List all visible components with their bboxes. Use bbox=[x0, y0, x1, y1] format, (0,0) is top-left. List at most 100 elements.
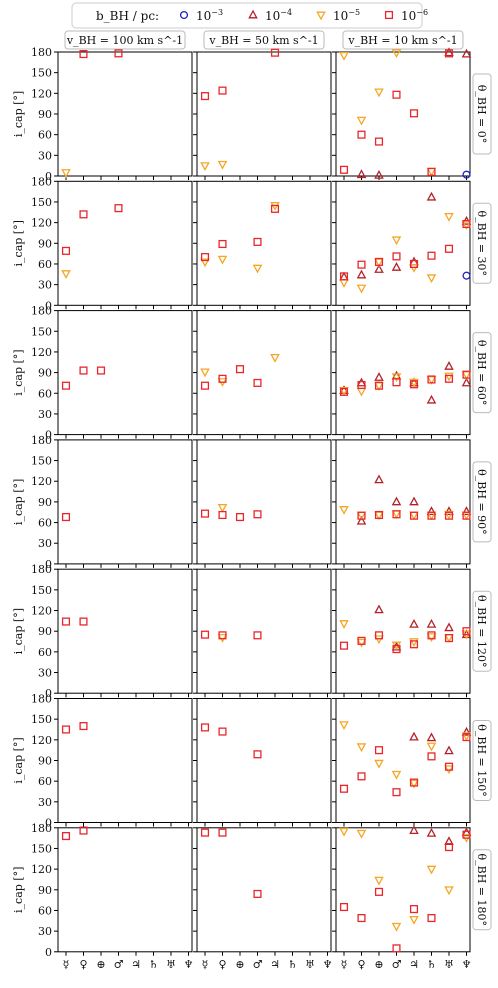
point-1e-6 bbox=[270, 204, 280, 213]
point-1e-6 bbox=[374, 631, 384, 640]
x-tick-label: ☿ bbox=[202, 958, 209, 971]
point-1e-6 bbox=[392, 510, 401, 519]
point-1e-6 bbox=[339, 165, 349, 174]
point-1e-5 bbox=[409, 638, 419, 647]
point-1e-6 bbox=[114, 204, 123, 213]
point-1e-6 bbox=[61, 513, 71, 522]
point-1e-6 bbox=[392, 378, 401, 387]
x-tick-label: ♃ bbox=[131, 958, 141, 971]
x-tick-label: ♄ bbox=[288, 958, 298, 971]
point-1e-6 bbox=[79, 722, 88, 731]
row-label-text-2: θ_BH = 60° bbox=[475, 340, 488, 406]
y-tick-label: 180 bbox=[31, 563, 52, 576]
y-tick-label: 60 bbox=[38, 646, 52, 659]
y-axis-label-1: i_cap [°] bbox=[12, 220, 25, 266]
panel-frame bbox=[335, 180, 471, 306]
y-axis-label-2: i_cap [°] bbox=[12, 349, 25, 395]
x-tick-label: ⊕ bbox=[374, 958, 383, 971]
point-1e-6 bbox=[374, 257, 384, 266]
row-label-1: θ_BH = 30° bbox=[472, 202, 492, 284]
legend-title: b_BH / pc: bbox=[96, 9, 159, 23]
point-1e-5 bbox=[356, 638, 367, 648]
point-1e-6 bbox=[114, 49, 123, 58]
point-1e-6 bbox=[427, 752, 436, 761]
point-1e-5 bbox=[374, 88, 384, 98]
point-1e-6 bbox=[79, 826, 88, 835]
point-1e-6 bbox=[427, 251, 436, 260]
point-1e-5 bbox=[426, 274, 437, 284]
point-1e-4 bbox=[409, 496, 419, 506]
column-header-0: v_BH = 100 km s^-1 bbox=[64, 30, 186, 50]
point-1e-4 bbox=[426, 191, 437, 201]
point-1e-6 bbox=[61, 381, 71, 390]
point-1e-6 bbox=[339, 641, 349, 650]
point-1e-5 bbox=[461, 511, 472, 521]
y-tick-label: 30 bbox=[38, 408, 52, 421]
point-1e-4 bbox=[356, 169, 367, 179]
row-label-4: θ_BH = 120° bbox=[472, 590, 492, 672]
y-tick-label: 120 bbox=[31, 863, 52, 876]
x-tick-label: ⊕ bbox=[96, 958, 105, 971]
panel-frame bbox=[196, 568, 332, 694]
y-tick-label: 60 bbox=[38, 775, 52, 788]
row-label-text-3: θ_BH = 90° bbox=[475, 469, 488, 535]
point-1e-5 bbox=[339, 721, 349, 731]
point-1e-6 bbox=[357, 772, 366, 781]
point-1e-5 bbox=[356, 511, 367, 521]
point-1e-4 bbox=[409, 256, 419, 266]
point-1e-6 bbox=[235, 365, 245, 374]
point-1e-6 bbox=[462, 627, 471, 636]
panel-3-0: 0 30 60 90 120 150 180 bbox=[31, 434, 193, 571]
point-1e-6 bbox=[444, 762, 454, 771]
x-tick-label: ♄ bbox=[149, 958, 159, 971]
y-axis-label-5: i_cap [°] bbox=[12, 737, 25, 783]
point-1e-6 bbox=[427, 913, 436, 923]
point-1e-5 bbox=[339, 506, 349, 515]
point-1e-6 bbox=[218, 239, 227, 249]
point-1e-5 bbox=[444, 886, 454, 896]
point-1e-5 bbox=[444, 212, 454, 222]
panel-2-2 bbox=[332, 310, 472, 439]
y-tick-label: 120 bbox=[31, 346, 52, 359]
legend-marker-1e-5 bbox=[316, 11, 326, 21]
point-1e-6 bbox=[253, 631, 262, 640]
y-tick-label: 120 bbox=[31, 217, 52, 230]
point-1e-4 bbox=[461, 726, 472, 736]
panel-frame bbox=[196, 698, 332, 823]
column-header-1: v_BH = 50 km s^-1 bbox=[203, 30, 325, 50]
point-1e-4 bbox=[374, 372, 384, 381]
y-tick-label: 0 bbox=[45, 946, 52, 959]
point-1e-6 bbox=[357, 380, 366, 390]
point-1e-6 bbox=[253, 378, 262, 387]
legend-marker-1e-6 bbox=[384, 10, 394, 20]
panel-1-1 bbox=[193, 180, 332, 310]
point-1e-4 bbox=[374, 264, 384, 273]
row-label-text-4: θ_BH = 120° bbox=[475, 595, 488, 668]
point-1e-4 bbox=[426, 394, 437, 404]
point-1e-5 bbox=[409, 915, 419, 925]
point-1e-5 bbox=[391, 510, 402, 519]
point-1e-5 bbox=[409, 779, 419, 789]
point-1e-6 bbox=[270, 48, 280, 57]
panel-0-2 bbox=[332, 47, 472, 180]
panel-frame bbox=[57, 180, 193, 306]
point-1e-5 bbox=[426, 633, 437, 643]
point-1e-6 bbox=[253, 237, 262, 246]
panel-frame bbox=[335, 439, 471, 565]
x-tick-label: ♀ bbox=[357, 958, 365, 971]
point-1e-6 bbox=[427, 631, 436, 640]
point-1e-4 bbox=[374, 169, 384, 179]
point-1e-5 bbox=[200, 368, 210, 378]
panel-0-1 bbox=[193, 48, 332, 180]
panel-0-0: 0 30 60 90 120 150 180 bbox=[31, 46, 193, 183]
point-1e-5 bbox=[391, 373, 402, 383]
point-1e-6 bbox=[427, 375, 436, 384]
point-1e-6 bbox=[409, 640, 419, 649]
panel-3-2 bbox=[332, 439, 472, 568]
point-1e-4 bbox=[426, 827, 437, 837]
point-1e-6 bbox=[79, 50, 88, 59]
point-1e-4 bbox=[444, 47, 454, 57]
point-1e-6 bbox=[392, 90, 401, 99]
point-1e-6 bbox=[253, 889, 262, 898]
column-header-text-0: v_BH = 100 km s^-1 bbox=[66, 34, 183, 47]
